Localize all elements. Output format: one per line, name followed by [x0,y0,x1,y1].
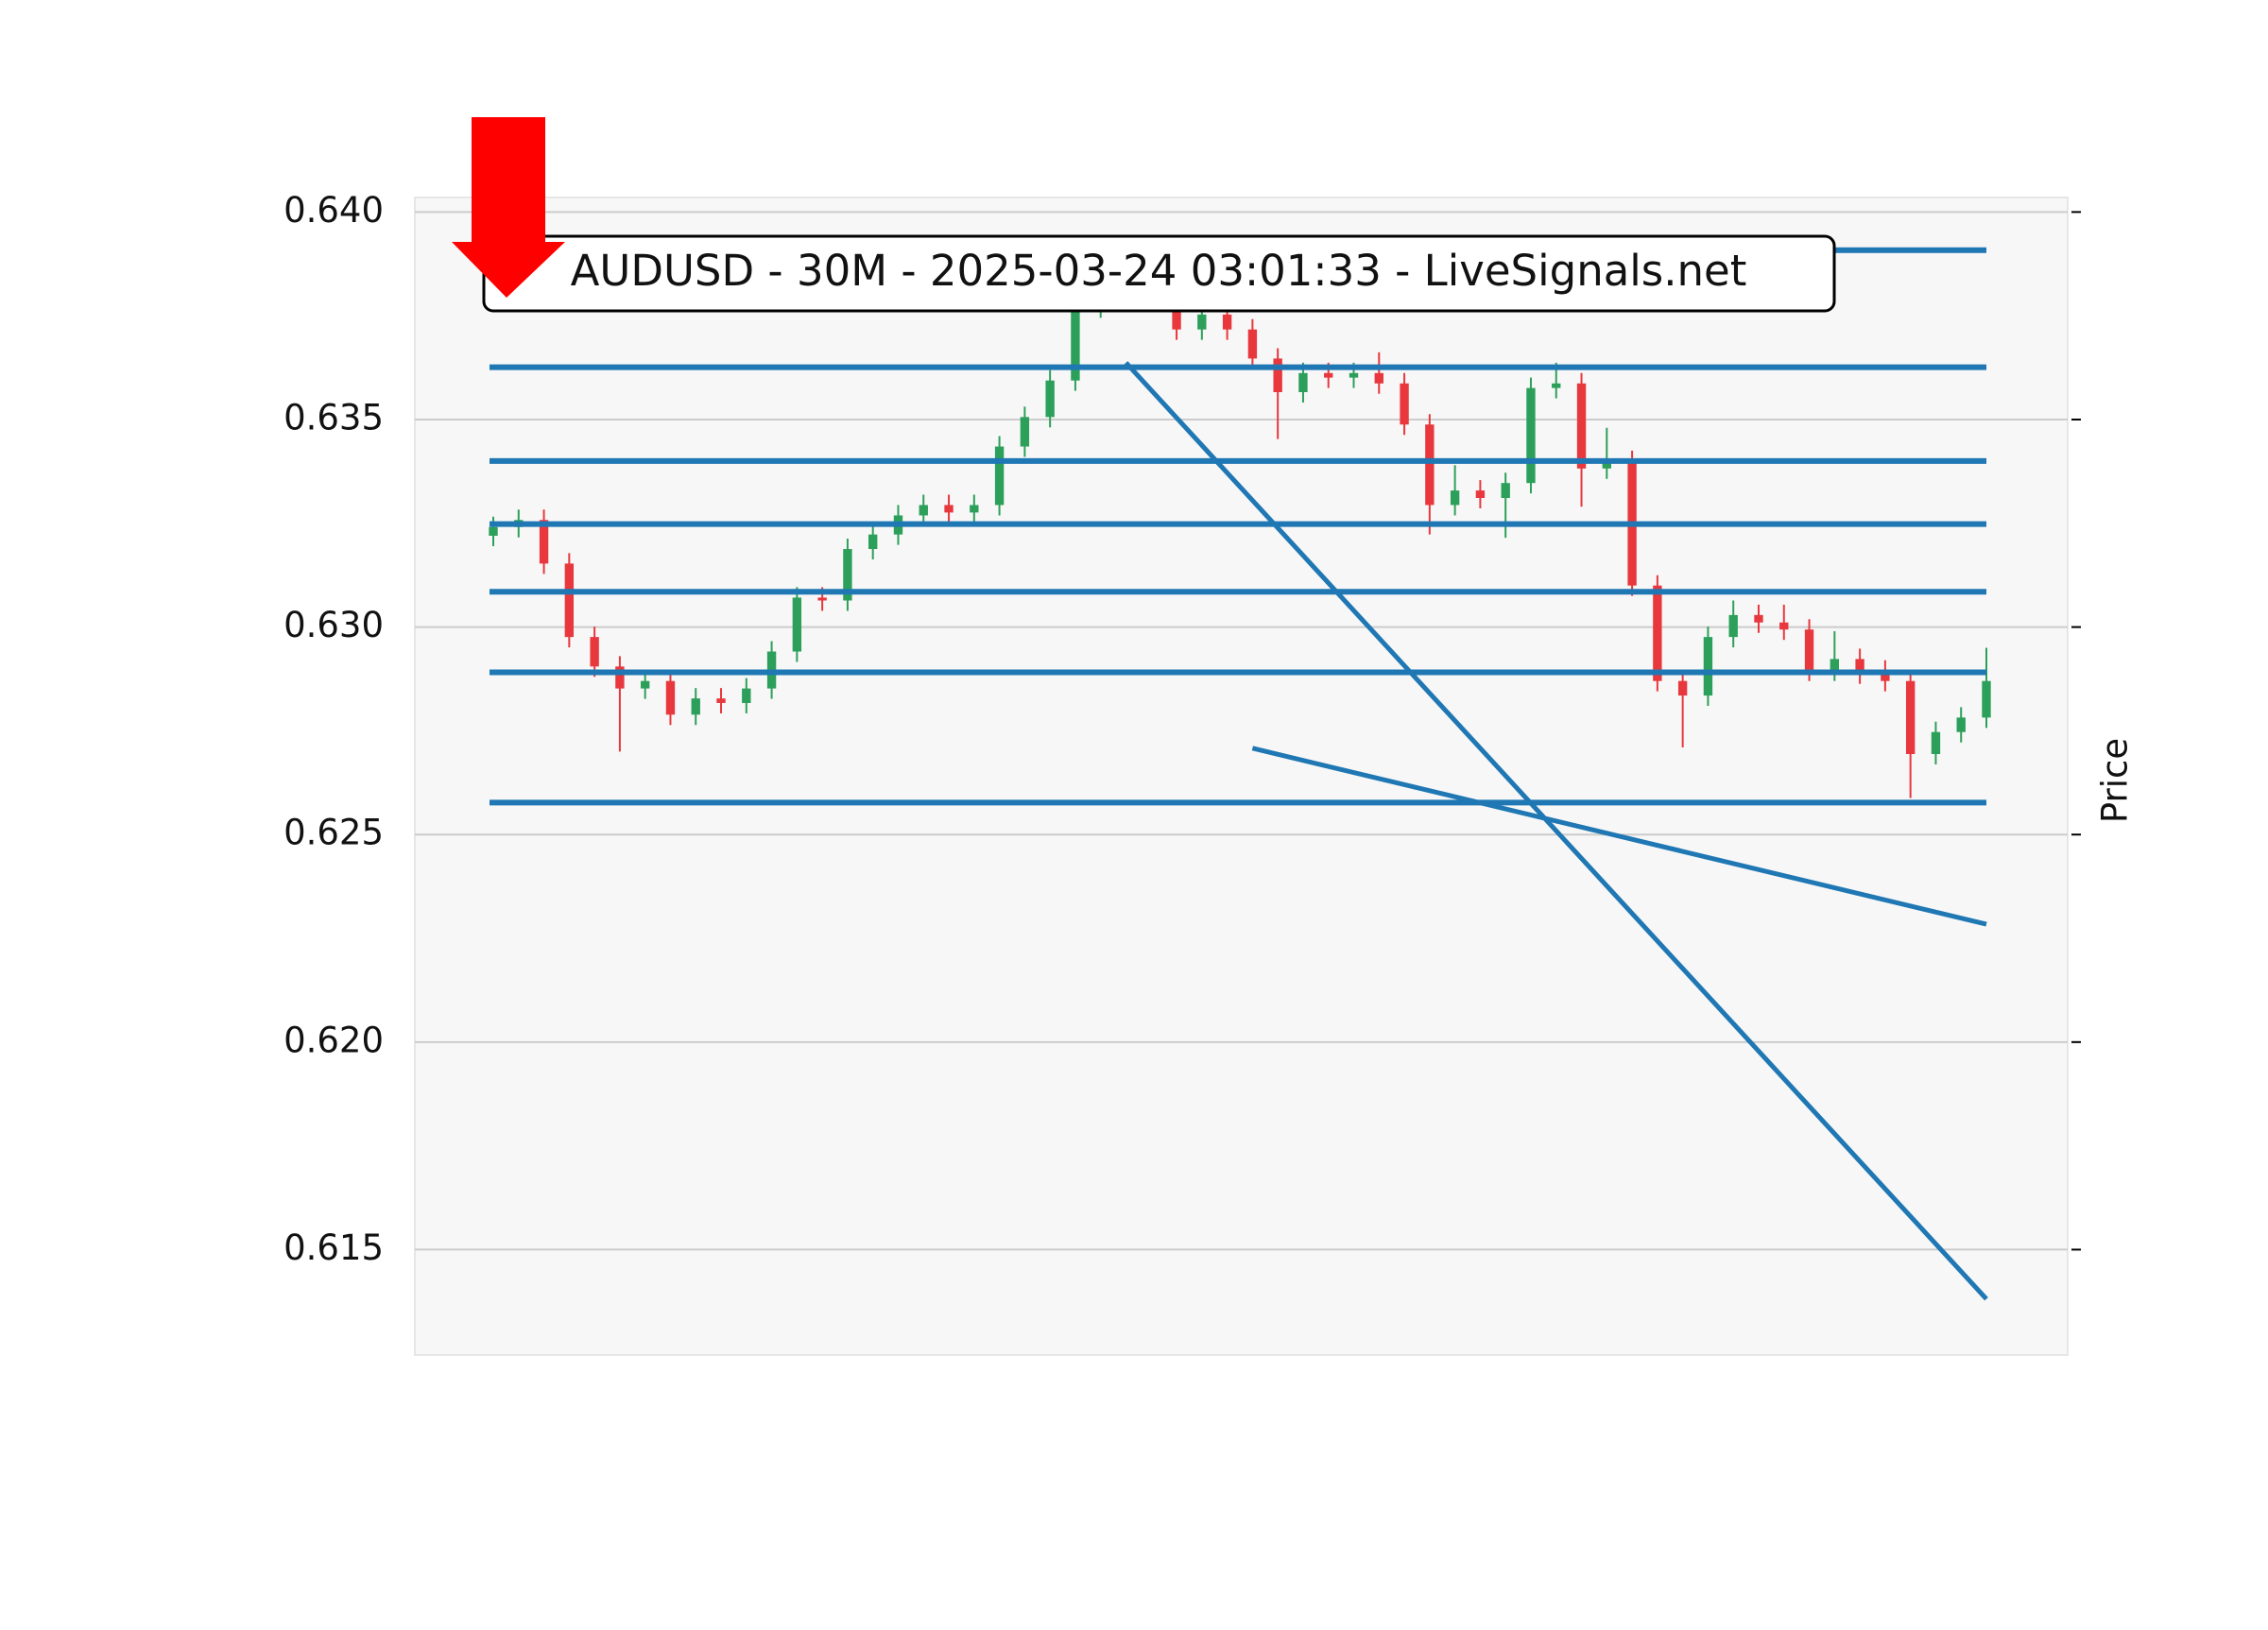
y-tick-label: 0.620 [284,1020,384,1060]
trend-line [1251,746,1987,927]
grid: 0.615 0.620 0.625 0.630 0.635 0.640 [284,190,2081,1268]
candle-body [1602,460,1611,469]
y-tick-label: 0.640 [284,190,384,231]
y-axis-label: Price [2095,738,2136,823]
sell-arrow [452,117,565,298]
candle-body [1855,659,1864,674]
candle-body [1324,372,1333,378]
candle-body [1526,387,1536,484]
candle-body [1273,358,1282,392]
candle-body [489,526,498,536]
candle-body [1804,629,1814,671]
candle-body [944,505,954,513]
candle-body [1677,680,1688,696]
arrow-shaft [472,117,545,244]
candle-body [1475,490,1486,498]
candle-body [564,563,575,638]
plot-area [414,197,2069,1356]
candle-body [1071,307,1080,381]
candle-body [1728,614,1738,638]
candle-body [1931,731,1941,755]
trend-line [1124,361,1988,1301]
candle-body [590,637,599,667]
candle-body [1450,490,1460,506]
candle-body [1779,622,1789,630]
candle-body [1982,680,1991,718]
candle-body [1172,300,1181,330]
candle-body [1298,372,1308,392]
candle-body [919,505,928,516]
candle-body [665,680,676,715]
candles [489,252,1991,798]
candle-body [615,666,625,689]
candle-body [868,534,878,550]
y-tick-label: 0.635 [284,397,384,438]
candle-body [817,597,827,601]
candle-body [843,549,852,601]
candle-body [691,698,700,715]
candle-body [716,698,726,703]
candle-body [1374,372,1383,384]
candle-body [640,680,650,689]
candle-body [1349,372,1359,378]
y-tick-label: 0.630 [284,605,384,645]
candle-body [1905,680,1916,755]
candle-body [1045,380,1055,418]
candle-body [1881,673,1890,681]
candle-body [1247,329,1258,359]
candle-body [1552,383,1561,388]
candle-body [1703,637,1713,696]
candle-body [1956,717,1966,732]
candle-body [539,520,549,564]
y-tick-label: 0.615 [284,1227,384,1268]
chart-title: AUDUSD - 30M - 2025-03-24 03:01:33 - Liv… [571,246,1747,296]
candle-body [1754,614,1763,623]
candle-body [1197,314,1207,330]
candle-body [1020,417,1030,447]
candle-body [1653,585,1662,681]
candle-body [792,597,802,652]
candle-body [994,446,1005,506]
candle-body [1576,383,1587,469]
candle-body [1400,383,1409,425]
candle-body [1425,424,1435,506]
arrow-head [452,242,565,298]
candle-body [1222,314,1232,330]
candle-body [742,688,751,703]
candle-body [1501,483,1510,498]
candle-body [1830,659,1840,671]
y-tick-label: 0.625 [284,813,384,853]
candle-body [970,505,979,513]
